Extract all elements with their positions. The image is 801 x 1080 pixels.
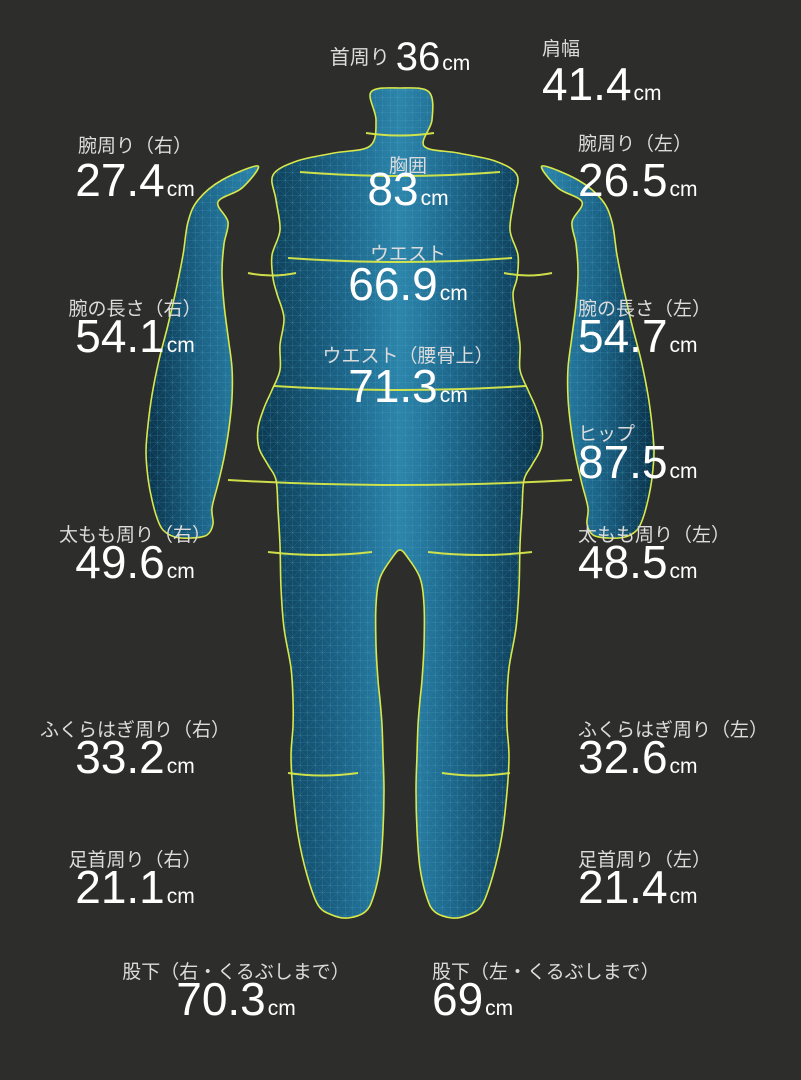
svg-text:肩幅: 肩幅 bbox=[542, 38, 580, 60]
svg-text:87.5cm: 87.5cm bbox=[578, 436, 698, 488]
svg-text:26.5cm: 26.5cm bbox=[578, 154, 698, 206]
svg-text:41.4cm: 41.4cm bbox=[542, 58, 662, 110]
svg-text:腕周り（左）: 腕周り（左） bbox=[578, 133, 692, 155]
svg-text:27.4cm: 27.4cm bbox=[75, 154, 195, 206]
